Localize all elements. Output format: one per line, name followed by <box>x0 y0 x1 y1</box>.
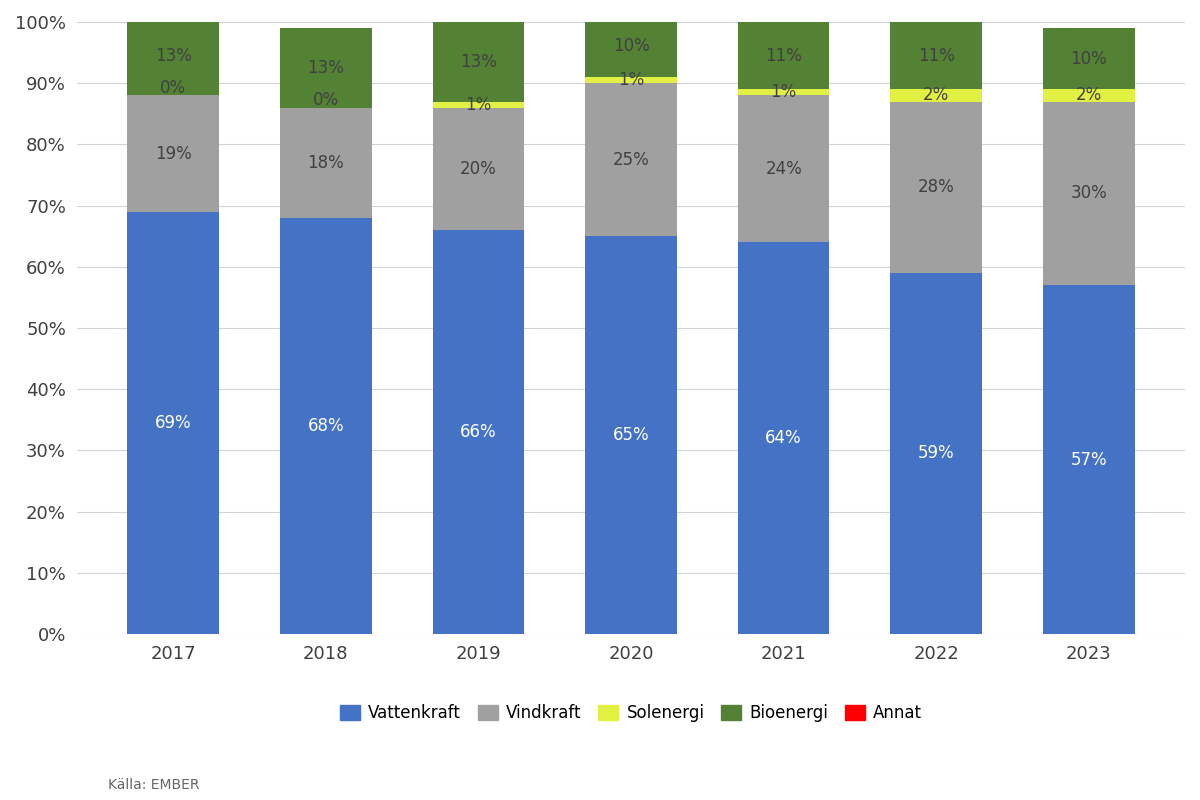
Text: 68%: 68% <box>307 417 344 435</box>
Bar <box>738 22 829 90</box>
Text: 28%: 28% <box>918 178 955 196</box>
Bar <box>280 28 372 108</box>
Text: 19%: 19% <box>155 145 192 162</box>
Bar <box>280 108 372 218</box>
Text: 64%: 64% <box>766 429 802 447</box>
Bar <box>127 212 220 634</box>
Text: 57%: 57% <box>1070 450 1108 469</box>
Bar <box>1043 90 1135 102</box>
Bar <box>433 22 524 102</box>
Text: 11%: 11% <box>918 46 955 65</box>
Bar <box>738 242 829 634</box>
Text: 2%: 2% <box>923 86 949 105</box>
Bar <box>433 108 524 230</box>
Text: 25%: 25% <box>613 150 649 169</box>
Bar <box>738 90 829 95</box>
Bar <box>127 16 220 95</box>
Text: 13%: 13% <box>307 59 344 77</box>
Text: 65%: 65% <box>613 426 649 444</box>
Bar <box>1043 102 1135 285</box>
Bar <box>127 95 220 212</box>
Bar <box>433 230 524 634</box>
Text: 30%: 30% <box>1070 184 1108 202</box>
Bar <box>433 102 524 108</box>
Bar <box>738 95 829 242</box>
Bar <box>586 16 677 77</box>
Bar <box>1043 285 1135 634</box>
Text: 59%: 59% <box>918 444 954 462</box>
Bar <box>586 236 677 634</box>
Text: 24%: 24% <box>766 160 802 178</box>
Bar <box>586 77 677 83</box>
Bar <box>890 102 982 273</box>
Text: 1%: 1% <box>770 83 797 102</box>
Bar <box>890 90 982 102</box>
Text: 10%: 10% <box>613 38 649 55</box>
Text: 2%: 2% <box>1075 86 1102 105</box>
Text: Källa: EMBER: Källa: EMBER <box>108 778 199 792</box>
Text: 13%: 13% <box>155 46 192 65</box>
Bar <box>1043 28 1135 90</box>
Text: 66%: 66% <box>460 423 497 441</box>
Text: 0%: 0% <box>313 91 338 110</box>
Text: 13%: 13% <box>460 53 497 70</box>
Text: 0%: 0% <box>160 79 186 97</box>
Text: 18%: 18% <box>307 154 344 172</box>
Text: 1%: 1% <box>618 71 644 89</box>
Text: 11%: 11% <box>766 46 802 65</box>
Bar <box>890 273 982 634</box>
Bar <box>280 218 372 634</box>
Text: 10%: 10% <box>1070 50 1108 68</box>
Text: 1%: 1% <box>466 96 492 114</box>
Text: 20%: 20% <box>460 160 497 178</box>
Legend: Vattenkraft, Vindkraft, Solenergi, Bioenergi, Annat: Vattenkraft, Vindkraft, Solenergi, Bioen… <box>334 698 929 729</box>
Text: 69%: 69% <box>155 414 192 432</box>
Bar <box>586 83 677 236</box>
Bar <box>890 22 982 90</box>
